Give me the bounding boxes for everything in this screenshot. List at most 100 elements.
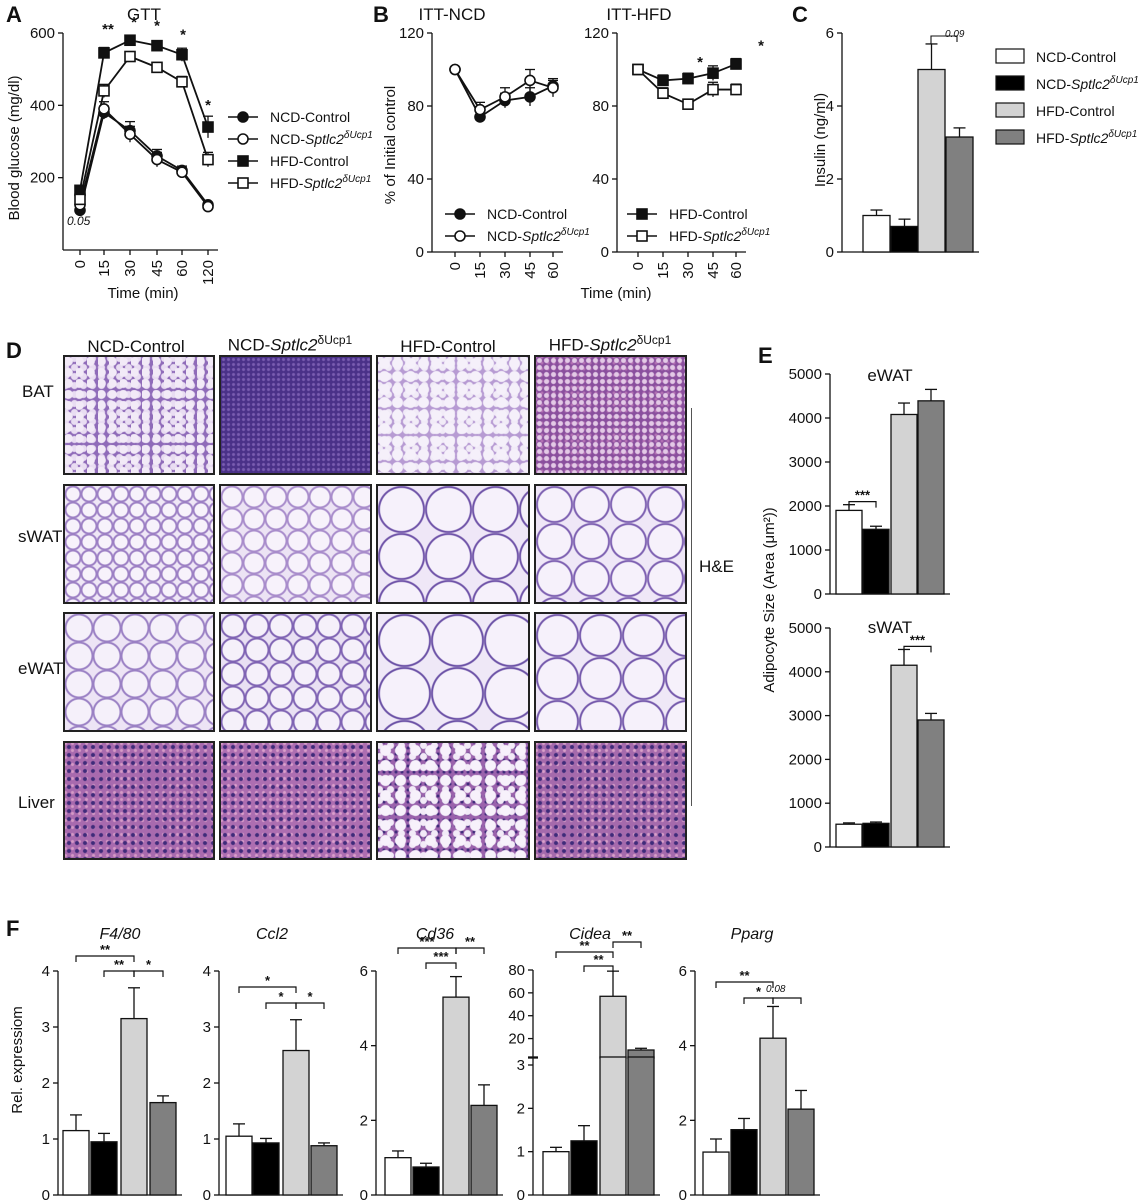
insulin-bar (917, 68, 946, 253)
gene-title-cidea: Cidea (569, 926, 611, 943)
panel-label-b: B (373, 2, 389, 27)
stain-bracket-line (691, 408, 692, 806)
cidea-y-tick-label: 80 (508, 962, 525, 979)
row-label-swat: sWAT (18, 527, 63, 546)
legend-label: HFD-Control (1036, 103, 1115, 119)
f480-sig-3-bracket (133, 970, 164, 977)
f480-bar (90, 1141, 118, 1196)
f480-sig-1-label: ** (100, 942, 111, 957)
itt-ncd-y-tick-label: 80 (407, 98, 424, 115)
itt-ncd-y-tick-label: 120 (399, 25, 424, 42)
cd36-sig-3-bracket (455, 947, 485, 954)
cidea-sig-1-bracket (555, 951, 614, 958)
cd36-y-tick-label: 4 (360, 1038, 368, 1055)
gtt-point (176, 166, 188, 179)
legend-swatch (995, 129, 1025, 145)
ccl2-bar (310, 1145, 338, 1196)
insulin-bar (862, 214, 891, 253)
gtt-point (98, 103, 110, 115)
itt-hfd-x-tick-label: 45 (705, 262, 722, 279)
itt-ncd-title: ITT-NCD (418, 5, 485, 24)
ccl2-sig-3-bracket (295, 1002, 325, 1009)
itt-hfd-point (707, 83, 719, 96)
itt-ncd-x-tick-label: 45 (522, 262, 539, 279)
itt-hfd-y-tick-label: 80 (592, 98, 609, 115)
histo-ewat-ncd-ko (219, 612, 372, 732)
gtt-x-tick-label: 45 (149, 260, 166, 277)
cidea-y-tick-label: 20 (508, 1031, 525, 1048)
itt-ncd-point (474, 103, 486, 116)
gtt-significance: * (180, 27, 186, 44)
legend-marker (454, 230, 466, 242)
f480-y-tick-label: 3 (42, 1019, 50, 1036)
row-label-ewat: eWAT (18, 659, 64, 678)
itt-hfd-x-tick-label: 30 (680, 262, 697, 279)
itt-hfd-y-tick-label: 120 (584, 25, 609, 42)
panel-label-a: A (6, 2, 22, 27)
itt-hfd-point (682, 72, 694, 85)
ewat-bar (890, 413, 918, 595)
gtt-point (74, 193, 86, 206)
f480-bar (62, 1129, 90, 1196)
swat-y-tick-label: 5000 (789, 620, 822, 637)
gtt-series-line (79, 111, 209, 211)
cd36-bar (412, 1166, 440, 1196)
itt-hfd-point (707, 67, 719, 79)
ewat-bar (862, 528, 890, 595)
insulin-y-tick-label: 4 (826, 98, 834, 115)
ccl2-sig-2-label: * (278, 989, 284, 1004)
ewat-bar (917, 400, 945, 595)
swat-title: sWAT (868, 618, 912, 637)
itt-hfd-y-tick-label: 40 (592, 171, 609, 188)
gene-title-cd36: Cd36 (416, 926, 454, 943)
itt-ncd-point (449, 63, 461, 76)
legend-marker (636, 208, 648, 220)
f480-sig-1-bracket (75, 955, 135, 962)
histo-bat-hfd-ko (534, 355, 687, 475)
panel-label-e: E (758, 343, 773, 368)
itt-ncd-y-tick-label: 40 (407, 171, 424, 188)
cidea-bar-lower (599, 1056, 627, 1196)
ccl2-bar (225, 1135, 253, 1196)
f480-bar (120, 1017, 148, 1196)
ccl2-y-tick-label: 1 (203, 1131, 211, 1148)
itt-ncd-y-tick-label: 0 (416, 244, 424, 261)
insulin-bar (945, 136, 974, 253)
itt-ncd-x-tick-label: 30 (497, 262, 514, 279)
cidea-y-tick-label: 0 (517, 1187, 525, 1200)
ccl2-sig-3-label: * (307, 989, 313, 1004)
f480-y-tick-label: 2 (42, 1075, 50, 1092)
gtt-series-line (79, 107, 209, 208)
legend-label: HFD-Control (270, 153, 349, 169)
histo-ewat-hfd-ko (534, 612, 687, 732)
f480-y-tick-label: 1 (42, 1131, 50, 1148)
legend-marker (237, 177, 249, 189)
ewat-y-tick-label: 5000 (789, 366, 822, 383)
swat-significance-label: *** (910, 632, 926, 647)
insulin-y-tick-label: 0 (826, 244, 834, 261)
f480-y-tick-label: 4 (42, 963, 50, 980)
ccl2-bar (282, 1049, 310, 1196)
insulin-bracket (930, 35, 958, 44)
swat-y-tick-label: 3000 (789, 708, 822, 725)
legend-label: NCD-Control (487, 206, 567, 222)
insulin-y-tick-label: 6 (826, 25, 834, 42)
gtt-x-tick-label: 60 (174, 260, 191, 277)
ccl2-y-tick-label: 3 (203, 1019, 211, 1036)
gtt-significance: * (154, 18, 160, 35)
swat-bar (890, 664, 918, 848)
gene-title-f480: F4/80 (100, 926, 141, 943)
legend-swatch (995, 48, 1025, 64)
legend-label: HFD-Sptlc2δUcp1 (270, 174, 371, 191)
gtt-point (98, 85, 110, 97)
gtt-p-value: 0.05 (67, 214, 91, 228)
insulin-p-value: 0.09 (945, 29, 965, 40)
gtt-series-line (79, 39, 209, 191)
itt-charts: ITT-NCD ITT-HFD % of Initial control Tim… (382, 5, 770, 302)
histo-bat-hfd-control (376, 355, 530, 475)
ccl2-bar (252, 1142, 280, 1196)
histo-bat-ncd-ko (219, 355, 372, 475)
gtt-significance: ** (102, 21, 114, 38)
histo-swat-hfd-ko (534, 484, 687, 604)
histo-swat-ncd-control (63, 484, 215, 604)
